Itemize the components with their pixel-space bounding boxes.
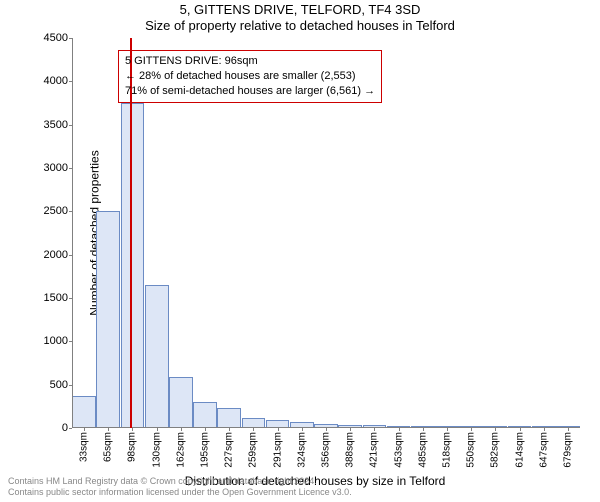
histogram-bar	[266, 420, 290, 428]
x-tick-label: 291sqm	[272, 432, 283, 468]
y-tick-mark	[69, 125, 72, 126]
y-tick-label: 4500	[44, 32, 72, 44]
y-tick-label: 2500	[44, 205, 72, 217]
histogram-bar	[145, 285, 169, 428]
x-tick-label: 388sqm	[345, 432, 356, 468]
histogram-bar	[193, 402, 217, 428]
x-tick-mark	[350, 428, 351, 431]
info-line-3: 71% of semi-detached houses are larger (…	[125, 84, 375, 99]
y-tick-mark	[69, 211, 72, 212]
y-tick-label: 4000	[44, 75, 72, 87]
x-tick-label: 518sqm	[441, 432, 452, 468]
x-tick-label: 421sqm	[369, 432, 380, 468]
x-tick-mark	[423, 428, 424, 431]
x-tick-label: 453sqm	[393, 432, 404, 468]
x-tick-label: 356sqm	[321, 432, 332, 468]
histogram-bar	[217, 408, 241, 428]
x-tick-mark	[326, 428, 327, 431]
info-box: 5 GITTENS DRIVE: 96sqm ← 28% of detached…	[118, 50, 382, 103]
x-tick-mark	[447, 428, 448, 431]
plot-area: 5 GITTENS DRIVE: 96sqm ← 28% of detached…	[72, 38, 580, 428]
x-tick-mark	[181, 428, 182, 431]
x-tick-label: 259sqm	[248, 432, 259, 468]
y-tick-mark	[69, 385, 72, 386]
x-tick-label: 582sqm	[490, 432, 501, 468]
y-tick-label: 1500	[44, 292, 72, 304]
x-tick-label: 324sqm	[296, 432, 307, 468]
x-tick-label: 98sqm	[127, 432, 138, 462]
x-tick-mark	[374, 428, 375, 431]
x-tick-mark	[399, 428, 400, 431]
x-tick-label: 647sqm	[538, 432, 549, 468]
histogram-bar	[121, 103, 145, 428]
histogram-bar	[169, 377, 193, 428]
info-line-1: 5 GITTENS DRIVE: 96sqm	[125, 54, 375, 69]
footer-line-2: Contains public sector information licen…	[8, 487, 352, 498]
x-tick-mark	[278, 428, 279, 431]
x-tick-label: 162sqm	[175, 432, 186, 468]
y-tick-mark	[69, 81, 72, 82]
x-tick-label: 33sqm	[79, 432, 90, 462]
x-tick-mark	[495, 428, 496, 431]
x-tick-label: 65sqm	[103, 432, 114, 462]
y-tick-mark	[69, 168, 72, 169]
x-tick-mark	[157, 428, 158, 431]
chart-title-main: 5, GITTENS DRIVE, TELFORD, TF4 3SD	[0, 2, 600, 17]
footer-line-1: Contains HM Land Registry data © Crown c…	[8, 476, 352, 487]
y-tick-label: 3000	[44, 162, 72, 174]
x-tick-mark	[544, 428, 545, 431]
y-tick-label: 1000	[44, 335, 72, 347]
x-tick-mark	[471, 428, 472, 431]
x-tick-label: 195sqm	[200, 432, 211, 468]
x-tick-label: 550sqm	[466, 432, 477, 468]
y-tick-mark	[69, 341, 72, 342]
x-tick-mark	[568, 428, 569, 431]
x-tick-label: 227sqm	[224, 432, 235, 468]
x-tick-mark	[229, 428, 230, 431]
y-tick-mark	[69, 38, 72, 39]
x-tick-mark	[84, 428, 85, 431]
histogram-bar	[242, 418, 266, 428]
x-tick-mark	[302, 428, 303, 431]
footer-attribution: Contains HM Land Registry data © Crown c…	[8, 476, 352, 499]
y-tick-label: 3500	[44, 119, 72, 131]
histogram-bar	[72, 396, 96, 428]
chart-area: Number of detached properties 5 GITTENS …	[50, 38, 580, 428]
x-tick-label: 485sqm	[417, 432, 428, 468]
x-tick-label: 679sqm	[562, 432, 573, 468]
x-tick-mark	[253, 428, 254, 431]
chart-title-sub: Size of property relative to detached ho…	[0, 18, 600, 33]
info-line-2: ← 28% of detached houses are smaller (2,…	[125, 69, 375, 84]
y-tick-mark	[69, 255, 72, 256]
y-tick-label: 2000	[44, 249, 72, 261]
x-tick-mark	[520, 428, 521, 431]
y-tick-mark	[69, 298, 72, 299]
x-tick-mark	[205, 428, 206, 431]
x-tick-label: 614sqm	[514, 432, 525, 468]
x-tick-label: 130sqm	[151, 432, 162, 468]
histogram-bar	[96, 211, 120, 428]
x-tick-mark	[108, 428, 109, 431]
x-tick-mark	[132, 428, 133, 431]
y-tick-mark	[69, 428, 72, 429]
